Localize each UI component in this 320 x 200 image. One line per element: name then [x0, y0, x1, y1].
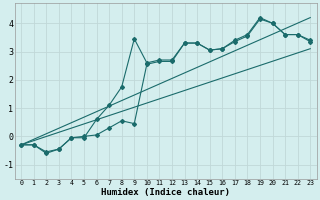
X-axis label: Humidex (Indice chaleur): Humidex (Indice chaleur) — [101, 188, 230, 197]
